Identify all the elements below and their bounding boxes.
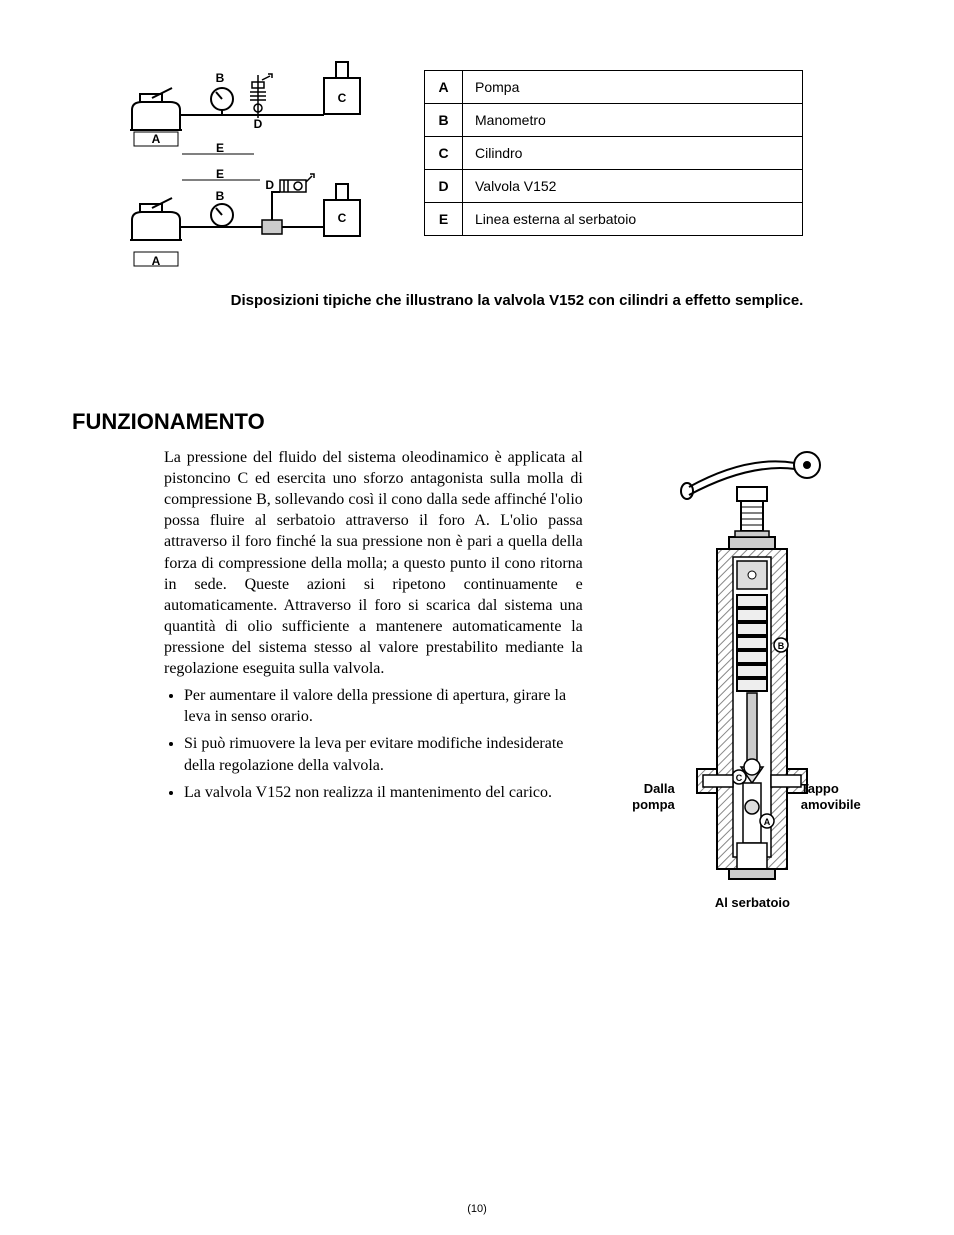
legend-value: Pompa	[463, 71, 803, 104]
valve-marker-c: C	[736, 773, 743, 783]
legend-key: E	[425, 203, 463, 236]
legend-key: A	[425, 71, 463, 104]
page-number: (10)	[0, 1203, 954, 1215]
body-columns: La pressione del fluido del sistema oleo…	[72, 447, 882, 927]
legend-value: Valvola V152	[463, 170, 803, 203]
schematic-label-b1: B	[216, 71, 225, 85]
section-title: FUNZIONAMENTO	[72, 409, 882, 435]
legend-value: Cilindro	[463, 137, 803, 170]
schematic-label-d2: D	[265, 178, 274, 192]
main-paragraph: La pressione del fluido del sistema oleo…	[164, 447, 583, 679]
legend-key: B	[425, 104, 463, 137]
legend-table: APompaBManometroCCilindroDValvola V152EL…	[424, 70, 803, 236]
schematic-label-e1: E	[216, 141, 224, 155]
legend-value: Manometro	[463, 104, 803, 137]
bullet-item: Si può rimuovere la leva per evitare mod…	[184, 733, 583, 775]
legend-row: ELinea esterna al serbatoio	[425, 203, 803, 236]
schematic-label-e2: E	[216, 167, 224, 181]
schematic-label-b2: B	[216, 189, 225, 203]
schematic-label-c2: C	[338, 211, 347, 225]
valve-label-right: Tappoamovibile	[801, 781, 861, 812]
valve-label-left: Dallapompa	[619, 781, 675, 812]
valve-figure: B C A Dallap	[623, 447, 882, 927]
legend-row: CCilindro	[425, 137, 803, 170]
schematic-label-a1: A	[152, 132, 161, 146]
body-text: La pressione del fluido del sistema oleo…	[164, 447, 583, 927]
bullet-item: La valvola V152 non realizza il mantenim…	[184, 782, 583, 803]
legend-table-body: APompaBManometroCCilindroDValvola V152EL…	[425, 71, 803, 236]
top-section: A B D C E A	[112, 60, 882, 270]
legend-row: DValvola V152	[425, 170, 803, 203]
legend-row: BManometro	[425, 104, 803, 137]
legend-key: D	[425, 170, 463, 203]
valve-label-bottom: Al serbatoio	[623, 895, 882, 911]
valve-marker-a: A	[764, 817, 771, 827]
schematic-label-c1: C	[338, 91, 347, 105]
bullet-list: Per aumentare il valore della pressione …	[184, 685, 583, 803]
schematic-diagram: A B D C E A	[112, 60, 372, 270]
legend-key: C	[425, 137, 463, 170]
bullet-item: Per aumentare il valore della pressione …	[184, 685, 583, 727]
legend-row: APompa	[425, 71, 803, 104]
legend-value: Linea esterna al serbatoio	[463, 203, 803, 236]
figure-caption: Disposizioni tipiche che illustrano la v…	[152, 292, 882, 309]
valve-cutaway: B C A	[637, 447, 867, 927]
schematic-label-d1: D	[254, 117, 263, 131]
valve-marker-b: B	[778, 641, 785, 651]
